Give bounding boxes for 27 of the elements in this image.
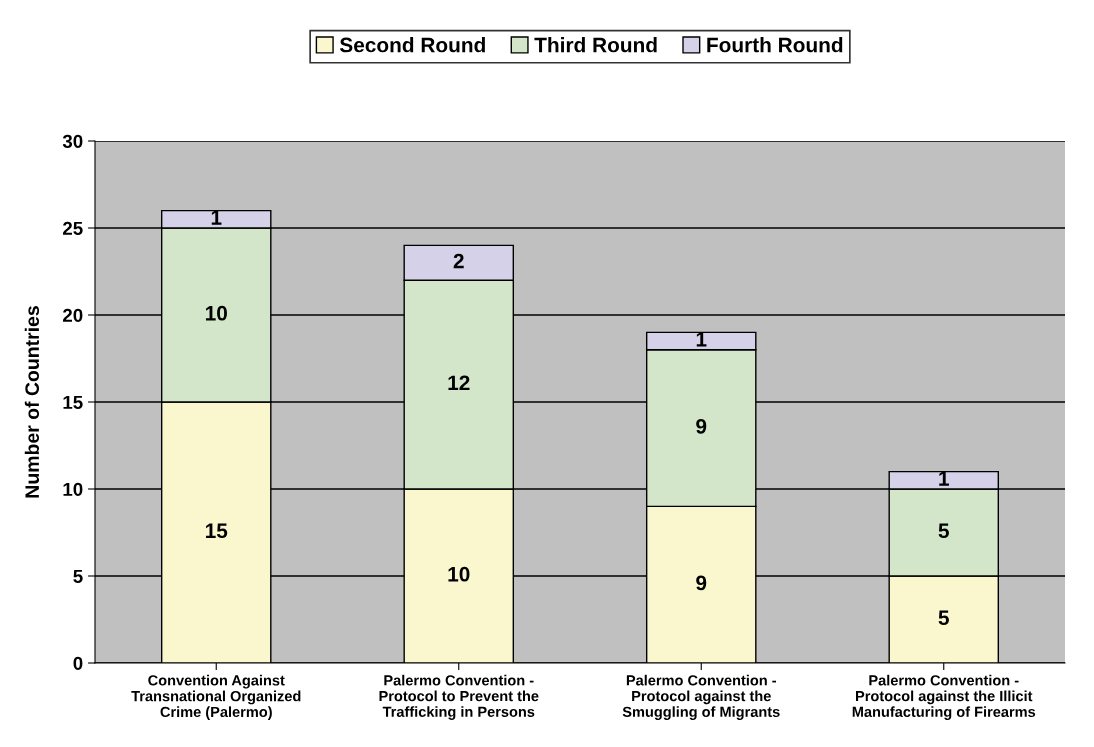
data-label: 1: [696, 332, 707, 347]
x-tick-label: Convention Against Transnational Organized Crime (Palermo): [131, 674, 301, 720]
y-tick-label: 0: [73, 656, 83, 670]
x-tick-label: Palermo Convention - Protocol to Prevent the Trafficking in Persons: [379, 674, 539, 720]
y-tick-label: 30: [62, 134, 83, 148]
y-axis-title: Number of Countries: [24, 306, 40, 498]
y-tick-label: 10: [63, 482, 83, 496]
x-tick-label: Palermo Convention - Protocol against the Smuggling of Migrants: [622, 674, 780, 720]
data-label: 2: [453, 253, 464, 269]
data-label: 15: [205, 523, 228, 539]
y-tick-label: 25: [62, 221, 83, 235]
data-label: 1: [939, 471, 949, 486]
data-label: 1: [211, 210, 222, 225]
x-tick-label: Palermo Convention - Protocol against the Illicit Manufacturing of Firearms: [852, 674, 1036, 720]
y-tick-label: 20: [62, 308, 83, 322]
data-label: 9: [696, 575, 707, 591]
y-tick-label: 15: [63, 395, 83, 409]
data-label: 5: [938, 523, 949, 539]
data-label: 12: [448, 375, 470, 390]
data-label: 10: [205, 305, 227, 321]
data-label: 10: [448, 566, 470, 582]
legend-label: Fourth Round: [707, 37, 843, 53]
data-label: 9: [696, 418, 707, 434]
legend-label: Second Round: [339, 37, 485, 53]
data-label: 5: [938, 610, 949, 626]
legend-label: Third Round: [534, 37, 657, 53]
y-tick-label: 5: [73, 569, 83, 583]
